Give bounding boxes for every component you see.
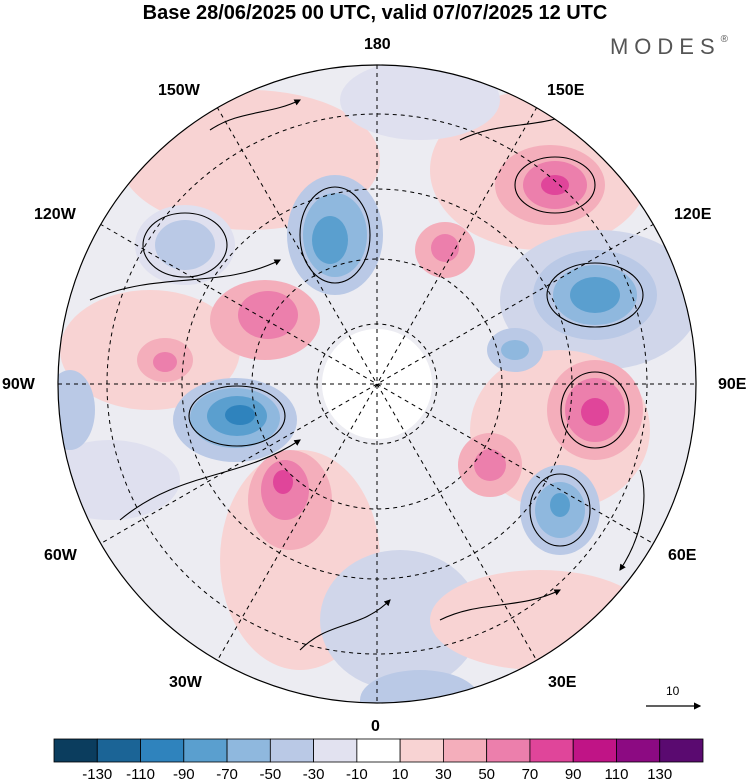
lon-label-90w: 90W: [2, 376, 35, 393]
lon-label-150w: 150W: [158, 82, 200, 99]
colorbar-label: -90: [172, 766, 195, 783]
wind-scale-label: 10: [666, 684, 680, 698]
colorbar-swatch: [140, 738, 185, 763]
colorbar-swatch: [572, 738, 617, 763]
lon-label-30e: 30E: [548, 674, 577, 691]
lon-label-120w: 120W: [34, 206, 76, 223]
colorbar-label: -10: [346, 766, 368, 783]
lon-label-90e: 90E: [718, 376, 747, 393]
colorbar-label: -50: [259, 766, 282, 783]
wind-streamlines: [89, 99, 645, 651]
colorbar-swatch: [53, 738, 98, 763]
colorbar-swatch: [659, 738, 704, 763]
map-border: [57, 64, 697, 704]
lon-label-60w: 60W: [44, 547, 77, 564]
colorbar-label: 10: [391, 766, 409, 783]
colorbar-label: 130: [647, 766, 673, 783]
colorbar-swatch: [529, 738, 574, 763]
lon-label-60e: 60E: [668, 547, 697, 564]
colorbar: [53, 738, 704, 763]
colorbar-label: -30: [302, 766, 325, 783]
lon-label-150e: 150E: [547, 82, 585, 99]
anomaly-field: [58, 65, 696, 703]
lon-label-180: 180: [364, 36, 391, 53]
colorbar-swatch: [356, 738, 401, 763]
colorbar-label: -70: [216, 766, 238, 783]
lon-label-0: 0: [371, 718, 380, 735]
lat-lon-grid: [58, 65, 696, 703]
lon-label-30w: 30W: [169, 674, 202, 691]
colorbar-label: 30: [435, 766, 452, 783]
colorbar-label: -110: [126, 766, 155, 783]
colorbar-swatch: [183, 738, 228, 763]
colorbar-label: 50: [478, 766, 495, 783]
colorbar-swatch: [442, 738, 488, 763]
colorbar-label: -130: [82, 766, 113, 783]
map-title: Base 28/06/2025 00 UTC, valid 07/07/2025…: [142, 2, 608, 24]
colorbar-swatch: [313, 738, 358, 763]
colorbar-label: 110: [604, 766, 629, 783]
colorbar-label: 70: [521, 766, 539, 783]
lon-label-120e: 120E: [674, 206, 712, 223]
colorbar-swatch: [269, 738, 315, 763]
colorbar-swatch: [616, 738, 661, 763]
colorbar-swatch: [399, 738, 444, 763]
brand-logo: MODES®: [609, 34, 728, 59]
colorbar-swatch: [226, 738, 271, 763]
colorbar-label: 90: [564, 766, 582, 783]
colorbar-swatch: [96, 738, 141, 763]
colorbar-swatch: [486, 738, 531, 763]
